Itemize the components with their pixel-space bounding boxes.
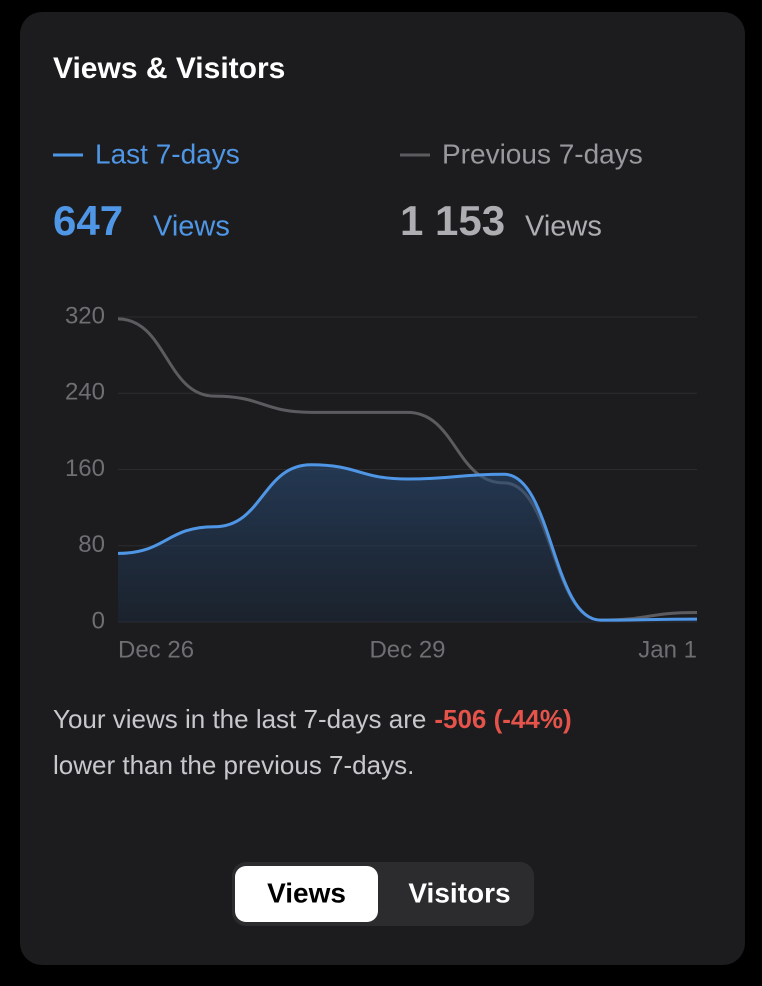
total-value: 647	[53, 197, 123, 244]
tabs: Views Visitors	[235, 866, 511, 922]
series-area	[118, 464, 697, 622]
y-tick-label: 240	[65, 379, 105, 406]
y-tick-label: 320	[65, 302, 105, 329]
message-text: Your views in the last 7-days are	[53, 704, 426, 734]
tab-selected-background[interactable]	[235, 866, 378, 922]
x-tick-label: Dec 26	[118, 636, 194, 663]
legend-label: Previous 7-days	[442, 138, 643, 169]
tab-button[interactable]: Views	[267, 877, 346, 908]
total-value: 1 153	[400, 197, 505, 244]
y-tick-label: 160	[65, 455, 105, 482]
x-tick-label: Jan 1	[638, 636, 697, 663]
message-change: -506 (-44%)	[434, 704, 571, 734]
tab-button[interactable]: Visitors	[408, 877, 510, 908]
message-line: Your views in the last 7-days are -506 (-…	[53, 704, 572, 734]
total-unit: Views	[525, 211, 602, 243]
x-tick-label: Dec 29	[369, 636, 445, 663]
legend-label: Last 7-days	[95, 138, 240, 169]
chart: 0 80 160 240 320 Dec 26 Dec 29 Jan 1	[65, 302, 698, 663]
y-tick-label: 0	[92, 607, 105, 634]
message-line: lower than the previous 7-days.	[53, 750, 414, 780]
y-tick-label: 80	[78, 531, 105, 558]
total-unit: Views	[153, 211, 230, 243]
card-title: Views & Visitors	[53, 52, 285, 85]
series-line	[117, 463, 698, 622]
